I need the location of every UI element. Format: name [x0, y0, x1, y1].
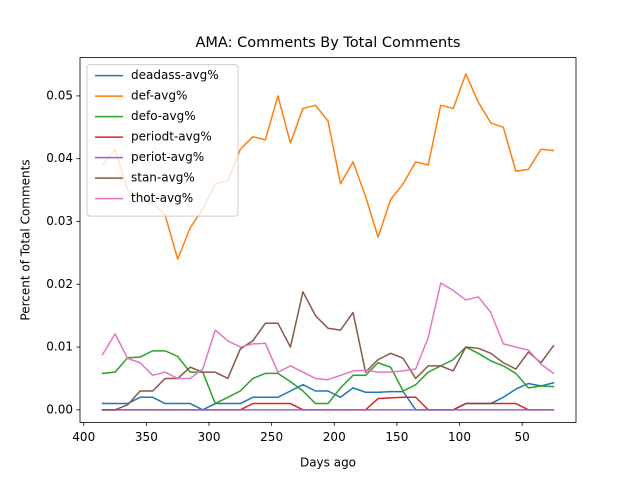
x-tick-label: 100	[448, 430, 471, 444]
data-line	[101, 346, 555, 405]
data-line	[101, 73, 555, 260]
y-tick-label: 0.02	[46, 277, 73, 291]
x-tick-label: 50	[515, 430, 530, 444]
legend-label: periodt-avg%	[131, 130, 212, 144]
legend-label: def-avg%	[131, 89, 187, 103]
legend-label: periot-avg%	[131, 150, 204, 164]
data-line	[101, 282, 555, 381]
y-tick-label: 0.04	[46, 151, 73, 165]
y-tick-label: 0.05	[46, 88, 73, 102]
x-tick-label: 150	[385, 430, 408, 444]
y-tick-label: 0.01	[46, 340, 73, 354]
legend-label: deadass-avg%	[131, 68, 219, 82]
legend-label: stan-avg%	[131, 171, 195, 185]
y-tick-label: 0.03	[46, 214, 73, 228]
y-axis-label: Percent of Total Comments	[19, 159, 33, 320]
x-tick-label: 350	[135, 430, 158, 444]
x-tick-label: 200	[323, 430, 346, 444]
legend-label: defo-avg%	[131, 109, 196, 123]
plot-frame	[79, 57, 577, 423]
x-tick-label: 400	[72, 430, 95, 444]
x-tick-label: 300	[198, 430, 221, 444]
x-tick-label: 250	[260, 430, 283, 444]
chart-title: AMA: Comments By Total Comments	[195, 35, 460, 51]
x-axis-label: Days ago	[300, 456, 356, 470]
y-tick-label: 0.00	[46, 402, 73, 416]
legend-label: thot-avg%	[131, 191, 193, 205]
legend-box	[86, 64, 239, 217]
